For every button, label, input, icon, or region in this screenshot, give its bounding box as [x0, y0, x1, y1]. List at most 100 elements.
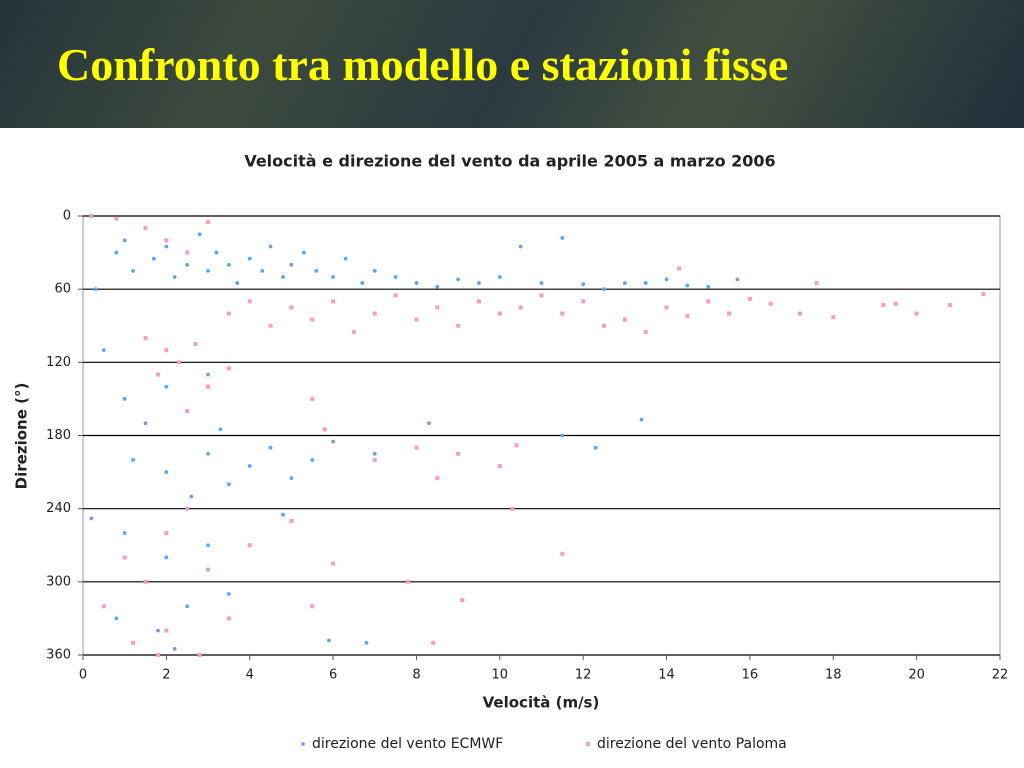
- point: [727, 311, 732, 316]
- point: [331, 299, 336, 304]
- point: [235, 281, 240, 285]
- chart: Velocità e direzione del vento da aprile…: [13, 152, 1009, 753]
- point: [364, 640, 369, 645]
- point: [435, 284, 440, 289]
- point: [101, 604, 106, 609]
- point: [289, 476, 294, 481]
- point: [289, 518, 294, 523]
- x-axis-label: Velocità (m/s): [483, 694, 600, 712]
- point: [560, 311, 565, 316]
- point: [122, 397, 127, 401]
- point: [131, 457, 135, 462]
- point: [226, 262, 231, 267]
- point: [331, 275, 335, 279]
- point: [114, 216, 119, 221]
- point: [185, 506, 190, 511]
- x-tick-label: 10: [492, 668, 509, 683]
- legend-marker: [301, 742, 305, 746]
- header: Confronto tra modello e stazioni fisse: [0, 0, 1024, 128]
- point: [539, 293, 544, 298]
- point: [343, 256, 348, 261]
- point: [89, 516, 94, 521]
- x-tick-label: 14: [658, 668, 675, 683]
- point: [881, 303, 886, 308]
- point: [314, 268, 319, 273]
- x-tick-label: 4: [246, 668, 254, 683]
- point: [514, 443, 519, 448]
- point: [497, 311, 502, 316]
- point: [268, 323, 273, 328]
- point: [206, 543, 210, 548]
- point: [814, 281, 819, 286]
- point: [131, 640, 136, 645]
- point: [914, 311, 919, 316]
- point: [322, 427, 327, 432]
- point: [331, 561, 336, 566]
- point: [131, 268, 135, 273]
- point: [226, 311, 231, 316]
- point: [435, 305, 440, 310]
- y-tick-label: 360: [46, 648, 71, 663]
- point: [185, 262, 190, 267]
- point: [602, 323, 607, 328]
- point: [456, 451, 461, 456]
- slide-title: Confronto tra modello e stazioni fisse: [57, 39, 789, 90]
- point: [393, 293, 398, 298]
- point: [518, 305, 523, 310]
- point: [226, 616, 231, 621]
- point: [431, 640, 436, 645]
- point: [460, 598, 465, 603]
- point: [497, 275, 502, 279]
- point: [122, 531, 127, 535]
- point: [677, 266, 682, 271]
- point: [218, 427, 223, 432]
- y-axis-label: Direzione (°): [13, 383, 31, 490]
- point: [477, 281, 481, 285]
- point: [206, 268, 210, 273]
- point: [206, 567, 211, 572]
- y-tick-label: 300: [46, 574, 71, 589]
- point: [189, 494, 194, 499]
- point: [206, 372, 210, 377]
- point: [247, 464, 252, 468]
- point: [289, 305, 294, 310]
- point: [164, 555, 169, 560]
- point: [247, 299, 252, 304]
- point: [768, 301, 773, 306]
- point: [360, 281, 365, 285]
- point: [176, 360, 181, 365]
- point: [156, 653, 161, 657]
- point: [327, 638, 331, 643]
- point: [197, 232, 202, 237]
- x-tick-label: 22: [992, 668, 1009, 683]
- point: [143, 226, 148, 231]
- point: [831, 315, 836, 320]
- point: [281, 275, 285, 279]
- point: [664, 305, 669, 310]
- legend-marker: [586, 742, 590, 746]
- point: [143, 579, 148, 584]
- point: [89, 214, 94, 218]
- point: [101, 348, 106, 353]
- point: [122, 555, 127, 560]
- point: [268, 244, 273, 249]
- point: [981, 292, 986, 297]
- point: [122, 238, 127, 243]
- point: [268, 445, 273, 450]
- point: [560, 236, 565, 240]
- point: [685, 313, 690, 318]
- x-tick-label: 20: [908, 668, 925, 683]
- point: [156, 372, 161, 377]
- point: [664, 277, 669, 282]
- point: [260, 268, 265, 273]
- point: [393, 275, 398, 279]
- point: [114, 250, 119, 255]
- point: [560, 551, 565, 556]
- point: [351, 329, 356, 334]
- point: [185, 604, 190, 609]
- point: [510, 506, 515, 511]
- point: [143, 421, 148, 426]
- point: [156, 628, 160, 633]
- point: [639, 417, 644, 422]
- point: [247, 256, 252, 261]
